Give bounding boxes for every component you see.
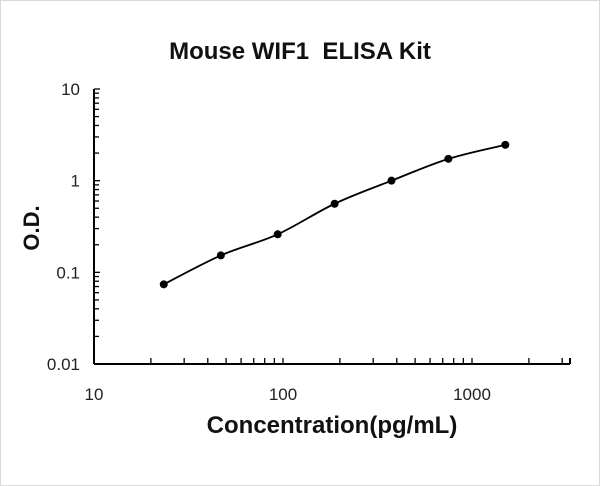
x-tick-label: 100	[269, 385, 297, 404]
y-tick-label: 10	[61, 80, 80, 99]
y-tick-label: 0.01	[47, 355, 80, 374]
x-tick-label: 1000	[453, 385, 491, 404]
data-point	[444, 154, 453, 163]
data-point	[330, 199, 339, 208]
x-tick-label: 10	[85, 385, 104, 404]
data-point	[501, 140, 510, 149]
chart-title: Mouse WIF1 ELISA Kit	[169, 38, 431, 65]
fit-curve	[163, 143, 506, 286]
y-tick-label: 0.1	[56, 263, 80, 282]
data-point	[216, 251, 225, 260]
y-tick-label: 1	[71, 172, 80, 191]
data-point	[159, 280, 168, 289]
data-point	[387, 176, 396, 185]
x-axis-label: Concentration(pg/mL)	[206, 412, 458, 439]
data-point	[273, 230, 282, 239]
